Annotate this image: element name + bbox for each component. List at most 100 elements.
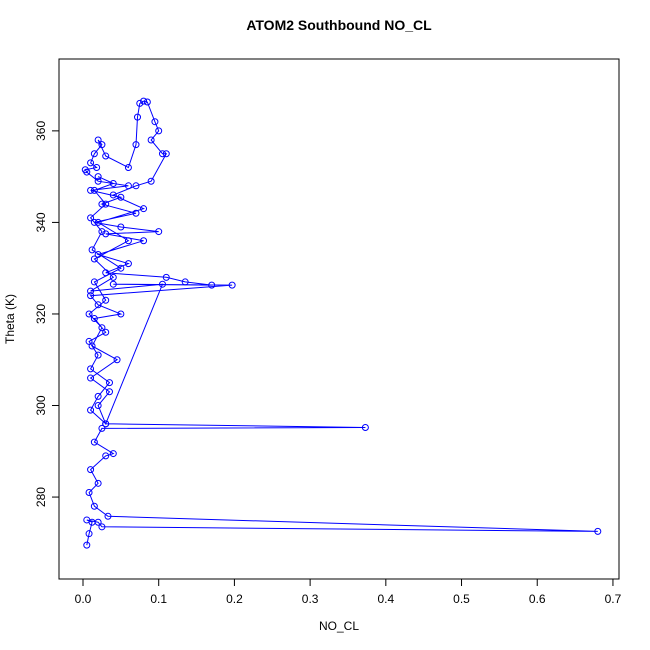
data-point bbox=[132, 141, 140, 149]
data-point bbox=[132, 182, 140, 190]
y-tick-label: 320 bbox=[34, 304, 48, 324]
data-point bbox=[87, 287, 95, 295]
data-point bbox=[90, 186, 98, 194]
data-point bbox=[102, 296, 110, 304]
data-point bbox=[90, 315, 98, 323]
data-point bbox=[109, 273, 117, 281]
data-point bbox=[155, 228, 163, 236]
data-point bbox=[109, 280, 117, 288]
data-point bbox=[85, 310, 93, 318]
data-point bbox=[87, 365, 95, 373]
data-point bbox=[94, 518, 102, 526]
data-point bbox=[162, 273, 170, 281]
data-point bbox=[158, 150, 166, 158]
data-point bbox=[102, 328, 110, 336]
data-point bbox=[88, 246, 96, 254]
data-point bbox=[124, 260, 132, 268]
data-point bbox=[361, 423, 369, 431]
data-point bbox=[124, 237, 132, 245]
data-point bbox=[94, 173, 102, 181]
data-point bbox=[94, 392, 102, 400]
data-point bbox=[155, 127, 163, 135]
data-point bbox=[98, 141, 106, 149]
data-point bbox=[102, 452, 110, 460]
data-point bbox=[94, 136, 102, 144]
x-tick-label: 0.4 bbox=[377, 592, 394, 606]
y-axis-label: Theta (K) bbox=[3, 294, 17, 344]
data-point bbox=[87, 374, 95, 382]
data-point bbox=[124, 163, 132, 171]
data-point bbox=[105, 388, 113, 396]
data-point bbox=[124, 182, 132, 190]
data-point bbox=[87, 159, 95, 167]
data-point bbox=[102, 420, 110, 428]
data-point bbox=[85, 530, 93, 538]
data-point bbox=[147, 136, 155, 144]
data-point bbox=[134, 113, 142, 121]
data-point bbox=[98, 424, 106, 432]
x-axis-label: NO_CL bbox=[319, 619, 359, 633]
data-point bbox=[90, 502, 98, 510]
data-point bbox=[140, 205, 148, 213]
data-point bbox=[104, 512, 112, 520]
data-point bbox=[102, 269, 110, 277]
data-point bbox=[85, 488, 93, 496]
data-point bbox=[98, 200, 106, 208]
data-point bbox=[181, 278, 189, 286]
x-tick-label: 0.0 bbox=[75, 592, 92, 606]
x-tick-label: 0.5 bbox=[453, 592, 470, 606]
data-point bbox=[140, 237, 148, 245]
data-point bbox=[208, 281, 216, 289]
data-point bbox=[117, 310, 125, 318]
data-point bbox=[102, 152, 110, 160]
y-tick-label: 280 bbox=[34, 487, 48, 507]
data-point bbox=[117, 264, 125, 272]
data-point bbox=[109, 450, 117, 458]
data-point bbox=[140, 97, 148, 105]
x-tick-label: 0.3 bbox=[302, 592, 319, 606]
data-point bbox=[94, 301, 102, 309]
data-point bbox=[87, 292, 95, 300]
y-tick-label: 340 bbox=[34, 212, 48, 232]
data-point bbox=[132, 209, 140, 217]
data-point bbox=[102, 200, 110, 208]
data-point bbox=[90, 438, 98, 446]
data-point bbox=[90, 278, 98, 286]
data-point bbox=[94, 479, 102, 487]
data-point bbox=[87, 466, 95, 474]
data-point bbox=[94, 177, 102, 185]
data-point bbox=[162, 150, 170, 158]
data-point bbox=[98, 324, 106, 332]
x-tick-label: 0.1 bbox=[150, 592, 167, 606]
chart-title: ATOM2 Southbound NO_CL bbox=[246, 17, 432, 33]
data-point bbox=[109, 191, 117, 199]
data-point bbox=[87, 406, 95, 414]
data-point bbox=[228, 281, 236, 289]
data-point bbox=[117, 223, 125, 231]
data-point bbox=[94, 351, 102, 359]
data-point bbox=[109, 180, 117, 188]
data-point bbox=[90, 218, 98, 226]
data-point bbox=[94, 402, 102, 410]
plot-box bbox=[58, 58, 620, 580]
data-point bbox=[83, 516, 91, 524]
data-point bbox=[93, 163, 101, 171]
data-point bbox=[594, 527, 602, 535]
data-point bbox=[136, 99, 144, 107]
data-point bbox=[94, 250, 102, 258]
data-point bbox=[98, 228, 106, 236]
y-tick-label: 360 bbox=[34, 121, 48, 141]
data-point bbox=[102, 230, 110, 238]
data-point bbox=[147, 177, 155, 185]
data-point bbox=[117, 193, 125, 201]
data-point bbox=[94, 218, 102, 226]
data-point bbox=[88, 342, 96, 350]
y-tick-label: 300 bbox=[34, 395, 48, 415]
data-line bbox=[84, 100, 598, 546]
data-point bbox=[158, 280, 166, 288]
x-tick-label: 0.2 bbox=[226, 592, 243, 606]
data-point bbox=[87, 214, 95, 222]
data-point bbox=[81, 166, 89, 174]
data-point bbox=[113, 356, 121, 364]
